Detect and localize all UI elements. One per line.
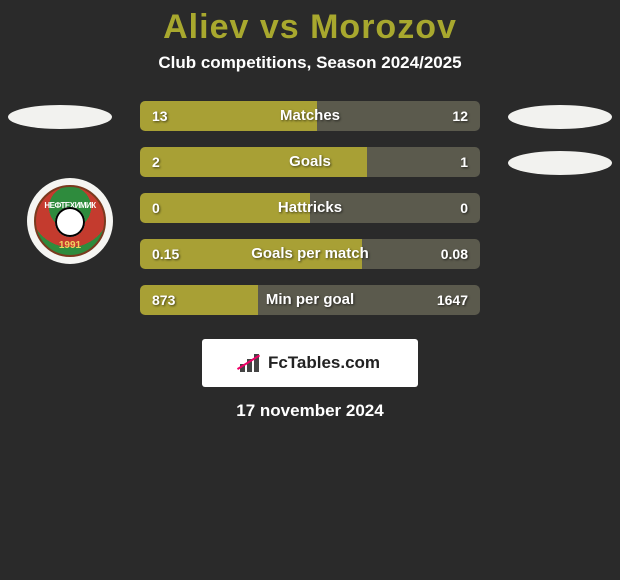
stat-bar: 1312Matches xyxy=(140,101,480,131)
club-logo-year: 1991 xyxy=(36,240,104,251)
stat-bar: 21Goals xyxy=(140,147,480,177)
stat-row: 8731647Min per goal xyxy=(0,285,620,331)
stat-bar: 00Hattricks xyxy=(140,193,480,223)
subtitle: Club competitions, Season 2024/2025 xyxy=(0,53,620,73)
player-badge-right xyxy=(508,105,612,129)
stat-label: Goals per match xyxy=(140,239,480,269)
attribution-badge[interactable]: FcTables.com xyxy=(202,339,418,387)
stat-bar: 0.150.08Goals per match xyxy=(140,239,480,269)
soccer-ball-icon xyxy=(55,207,85,237)
player-badge-right-2 xyxy=(508,151,612,175)
date-label: 17 november 2024 xyxy=(0,401,620,421)
stat-label: Matches xyxy=(140,101,480,131)
bar-chart-icon xyxy=(240,354,262,372)
stat-label: Hattricks xyxy=(140,193,480,223)
stat-row: 1312Matches xyxy=(0,101,620,147)
attribution-text: FcTables.com xyxy=(268,353,380,373)
page-title: Aliev vs Morozov xyxy=(0,8,620,47)
stat-label: Goals xyxy=(140,147,480,177)
player-badge-left xyxy=(8,105,112,129)
stat-label: Min per goal xyxy=(140,285,480,315)
club-logo-left: НЕФТЕХИМИК 1991 xyxy=(27,178,113,264)
stat-bar: 8731647Min per goal xyxy=(140,285,480,315)
